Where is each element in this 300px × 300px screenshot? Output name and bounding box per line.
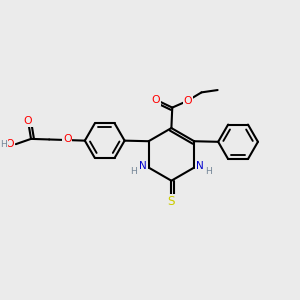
- Text: O: O: [184, 96, 192, 106]
- Text: O: O: [63, 134, 72, 145]
- Text: S: S: [168, 195, 175, 208]
- Text: O: O: [6, 139, 14, 149]
- Text: H: H: [206, 167, 212, 176]
- Text: H: H: [130, 167, 137, 176]
- Text: N: N: [196, 161, 203, 171]
- Text: N: N: [140, 161, 147, 171]
- Text: H: H: [0, 140, 7, 149]
- Text: O: O: [152, 95, 160, 105]
- Text: O: O: [24, 116, 32, 126]
